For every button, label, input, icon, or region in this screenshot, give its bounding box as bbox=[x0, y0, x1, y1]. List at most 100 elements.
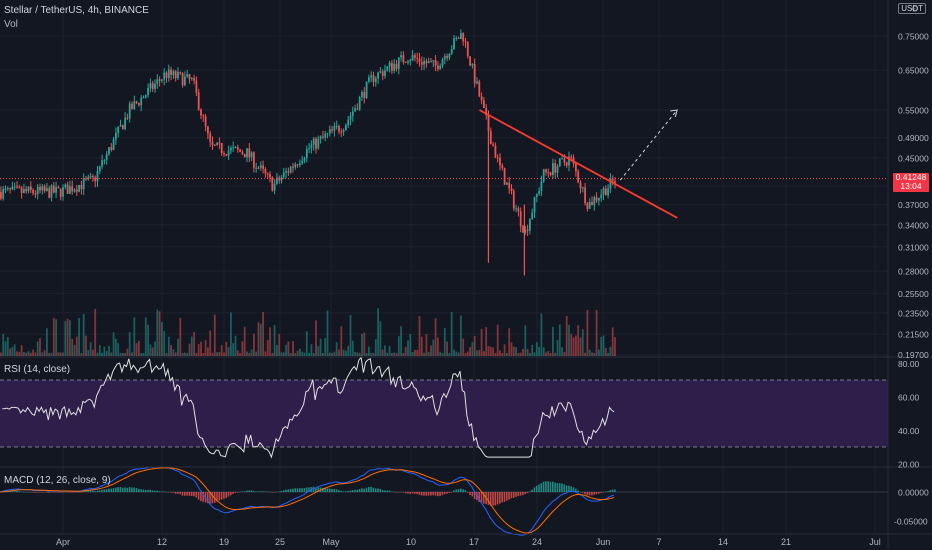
macd-histogram-bar bbox=[32, 492, 34, 493]
candle bbox=[409, 60, 412, 62]
candle bbox=[112, 139, 115, 150]
price-tick-label: 0.37000 bbox=[898, 200, 929, 210]
volume-bar bbox=[522, 349, 524, 356]
time-tick-label: 19 bbox=[219, 537, 229, 547]
volume-bar bbox=[188, 343, 191, 356]
volume-bar bbox=[193, 331, 195, 356]
candle bbox=[273, 183, 276, 191]
volume-bar bbox=[391, 352, 393, 356]
candle bbox=[340, 131, 343, 133]
candle bbox=[64, 184, 67, 188]
volume-bar bbox=[294, 352, 297, 356]
macd-histogram-bar bbox=[89, 490, 92, 492]
volume-bar bbox=[372, 352, 375, 356]
macd-histogram-bar bbox=[395, 492, 398, 493]
macd-histogram-bar bbox=[611, 489, 614, 492]
volume-bar bbox=[234, 335, 237, 356]
price-axis[interactable]: 0.750000.650000.550000.490000.450000.400… bbox=[894, 32, 929, 527]
signal-line bbox=[0, 467, 615, 534]
macd-histogram-bar bbox=[349, 490, 352, 492]
macd-histogram-bar bbox=[402, 492, 405, 493]
candle bbox=[73, 189, 76, 192]
gear-icon[interactable]: ⚙ bbox=[910, 4, 919, 14]
macd-histogram-bar bbox=[200, 492, 202, 502]
volume-bar bbox=[407, 340, 409, 356]
candle bbox=[230, 147, 232, 151]
macd-histogram-bar bbox=[448, 492, 451, 494]
volume-bar bbox=[78, 318, 80, 356]
volume-bar bbox=[167, 336, 170, 356]
volume-bar bbox=[494, 352, 497, 356]
projection-arrowhead bbox=[670, 109, 678, 118]
volume-bar bbox=[305, 331, 308, 356]
volume-bar bbox=[66, 318, 69, 356]
volume-bar bbox=[0, 352, 2, 356]
rsi-series bbox=[0, 356, 888, 459]
candle bbox=[250, 152, 253, 158]
volume-bar bbox=[420, 336, 423, 356]
volume-bar bbox=[50, 352, 53, 356]
candle bbox=[395, 63, 398, 69]
currency-badge[interactable]: USDT bbox=[898, 3, 926, 14]
candle bbox=[466, 42, 469, 57]
volume-bar bbox=[16, 351, 18, 356]
volume-bar bbox=[462, 338, 465, 356]
candle bbox=[131, 103, 133, 110]
volume-bar bbox=[11, 346, 14, 356]
volume-bar bbox=[310, 344, 313, 356]
macd-histogram-bar bbox=[397, 492, 400, 493]
candle bbox=[103, 160, 106, 162]
candle bbox=[255, 167, 258, 169]
volume-bar bbox=[253, 333, 255, 356]
trendline-drawings[interactable] bbox=[479, 109, 678, 219]
candle bbox=[363, 91, 366, 98]
macd-histogram-bar bbox=[301, 488, 303, 492]
macd-histogram-bar bbox=[533, 487, 536, 492]
volume-bar bbox=[568, 324, 570, 356]
candle bbox=[568, 156, 570, 166]
candle bbox=[540, 181, 543, 191]
macd-histogram-bar bbox=[195, 492, 198, 498]
volume-bar bbox=[250, 349, 253, 356]
macd-histogram-bar bbox=[64, 491, 66, 493]
volume-bar bbox=[611, 327, 614, 356]
candle bbox=[211, 141, 214, 145]
time-axis[interactable]: Apr 12 19 25 May 10 17 24 Jun 7 14 21 Jul bbox=[56, 537, 881, 547]
macd-histogram-bar bbox=[515, 492, 517, 497]
macd-histogram-bar bbox=[92, 490, 94, 492]
candle bbox=[324, 133, 327, 138]
candle bbox=[379, 71, 382, 73]
macd-histogram-bar bbox=[223, 492, 225, 499]
volume-bar bbox=[563, 352, 566, 356]
macd-histogram-bar bbox=[259, 491, 262, 492]
volume-bar bbox=[338, 349, 340, 356]
volume-bar bbox=[579, 337, 582, 356]
candle bbox=[202, 115, 205, 117]
candle bbox=[197, 92, 200, 110]
macd-histogram-bar bbox=[161, 491, 163, 493]
macd-histogram-bar bbox=[156, 490, 158, 492]
volume-bar bbox=[266, 340, 269, 356]
macd-histogram-bar bbox=[409, 492, 411, 494]
volume-bar bbox=[285, 344, 287, 356]
macd-histogram-bar bbox=[82, 491, 85, 492]
candle bbox=[338, 126, 340, 132]
last-price-value: 0.41248 bbox=[895, 172, 927, 182]
candle bbox=[29, 186, 32, 190]
candle bbox=[259, 165, 262, 168]
macd-histogram-bar bbox=[572, 487, 575, 492]
macd-histogram-bar bbox=[460, 488, 462, 492]
candle bbox=[62, 187, 64, 197]
macd-histogram-bar bbox=[225, 492, 227, 498]
candle bbox=[508, 182, 511, 189]
candle bbox=[218, 142, 221, 144]
macd-histogram-bar bbox=[374, 488, 377, 492]
candle bbox=[170, 69, 172, 75]
volume-bar bbox=[46, 328, 48, 356]
volume-bar bbox=[64, 320, 67, 356]
macd-histogram-bar bbox=[147, 489, 149, 492]
macd-histogram-bar bbox=[253, 491, 255, 492]
candle bbox=[345, 125, 347, 131]
